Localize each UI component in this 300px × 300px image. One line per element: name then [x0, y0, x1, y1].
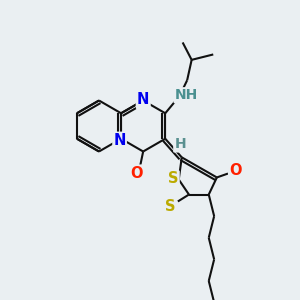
Text: S: S — [168, 172, 178, 187]
Text: H: H — [174, 137, 186, 152]
Text: S: S — [164, 199, 175, 214]
Text: NH: NH — [175, 88, 198, 102]
Text: O: O — [130, 166, 143, 181]
Text: O: O — [229, 163, 242, 178]
Text: N: N — [113, 133, 126, 148]
Text: N: N — [137, 93, 149, 108]
Text: N: N — [137, 92, 149, 106]
